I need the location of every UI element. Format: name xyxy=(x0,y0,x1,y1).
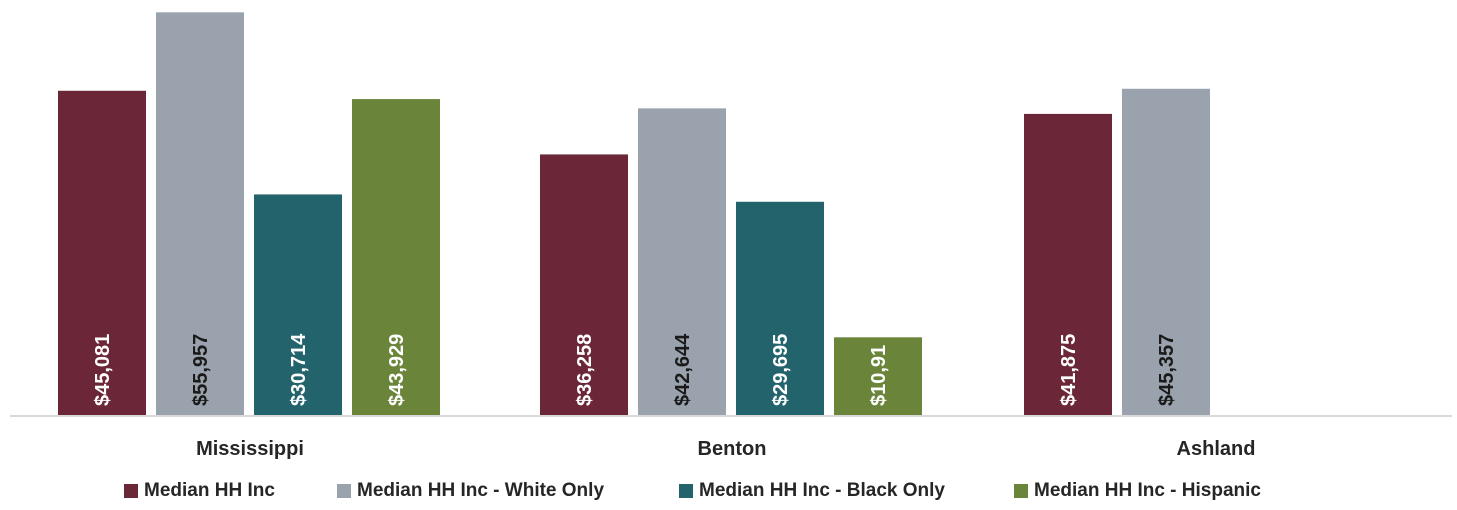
legend-swatch xyxy=(1014,484,1028,498)
data-label-benton-series-1: $36,258 xyxy=(574,334,596,406)
category-label-mississippi: Mississippi xyxy=(196,438,304,460)
bar-mississippi-series-3 xyxy=(254,194,342,416)
legend-label: Median HH Inc - White Only xyxy=(357,480,605,501)
bar-ashland-series-1 xyxy=(1024,113,1112,416)
legend-label: Median HH Inc - Hispanic xyxy=(1034,480,1261,501)
category-label-ashland: Ashland xyxy=(1177,438,1256,460)
data-label-ashland-series-2: $45,357 xyxy=(1156,334,1178,406)
data-label-mississippi-series-4: $43,929 xyxy=(386,334,408,406)
data-label-ashland-series-1: $41,875 xyxy=(1058,334,1080,406)
data-label-benton-series-4: $10,91 xyxy=(868,345,890,406)
bar-benton-series-3 xyxy=(736,201,824,416)
bar-mississippi-series-2 xyxy=(156,12,244,417)
bar-benton-series-4 xyxy=(834,337,922,416)
bar-mississippi-series-1 xyxy=(58,90,146,416)
data-label-benton-series-3: $29,695 xyxy=(770,334,792,406)
legend-swatch xyxy=(124,484,138,498)
data-label-mississippi-series-2: $55,957 xyxy=(190,334,212,406)
bar-benton-series-2 xyxy=(638,108,726,416)
bar-mississippi-series-4 xyxy=(352,99,440,416)
legend-label: Median HH Inc xyxy=(144,480,275,501)
bar-chart: $45,081 $55,957 $30,714 $43,929 $36,258 $42,6… xyxy=(10,12,1452,460)
legend-swatch xyxy=(337,484,351,498)
data-label-benton-series-2: $42,644 xyxy=(672,333,694,406)
legend-item-series-1: Median HH Inc xyxy=(124,480,275,502)
bar-ashland-series-2 xyxy=(1122,88,1210,416)
legend-item-series-3: Median HH Inc - Black Only xyxy=(679,480,945,502)
bars-group: $45,081 $55,957 $30,714 $43,929 $36,258 $42,6… xyxy=(58,12,1210,417)
category-label-benton: Benton xyxy=(698,438,767,460)
legend-item-series-2: Median HH Inc - White Only xyxy=(337,480,604,502)
legend-item-series-4: Median HH Inc - Hispanic xyxy=(1014,480,1261,502)
legend-label: Median HH Inc - Black Only xyxy=(699,480,945,501)
bar-benton-series-1 xyxy=(540,154,628,416)
data-label-mississippi-series-3: $30,714 xyxy=(288,333,310,406)
legend-swatch xyxy=(679,484,693,498)
legend: Median HH Inc Median HH Inc - White Only M… xyxy=(0,480,1457,510)
data-label-mississippi-series-1: $45,081 xyxy=(92,334,114,406)
category-labels: Mississippi Benton Ashland xyxy=(196,438,1255,460)
